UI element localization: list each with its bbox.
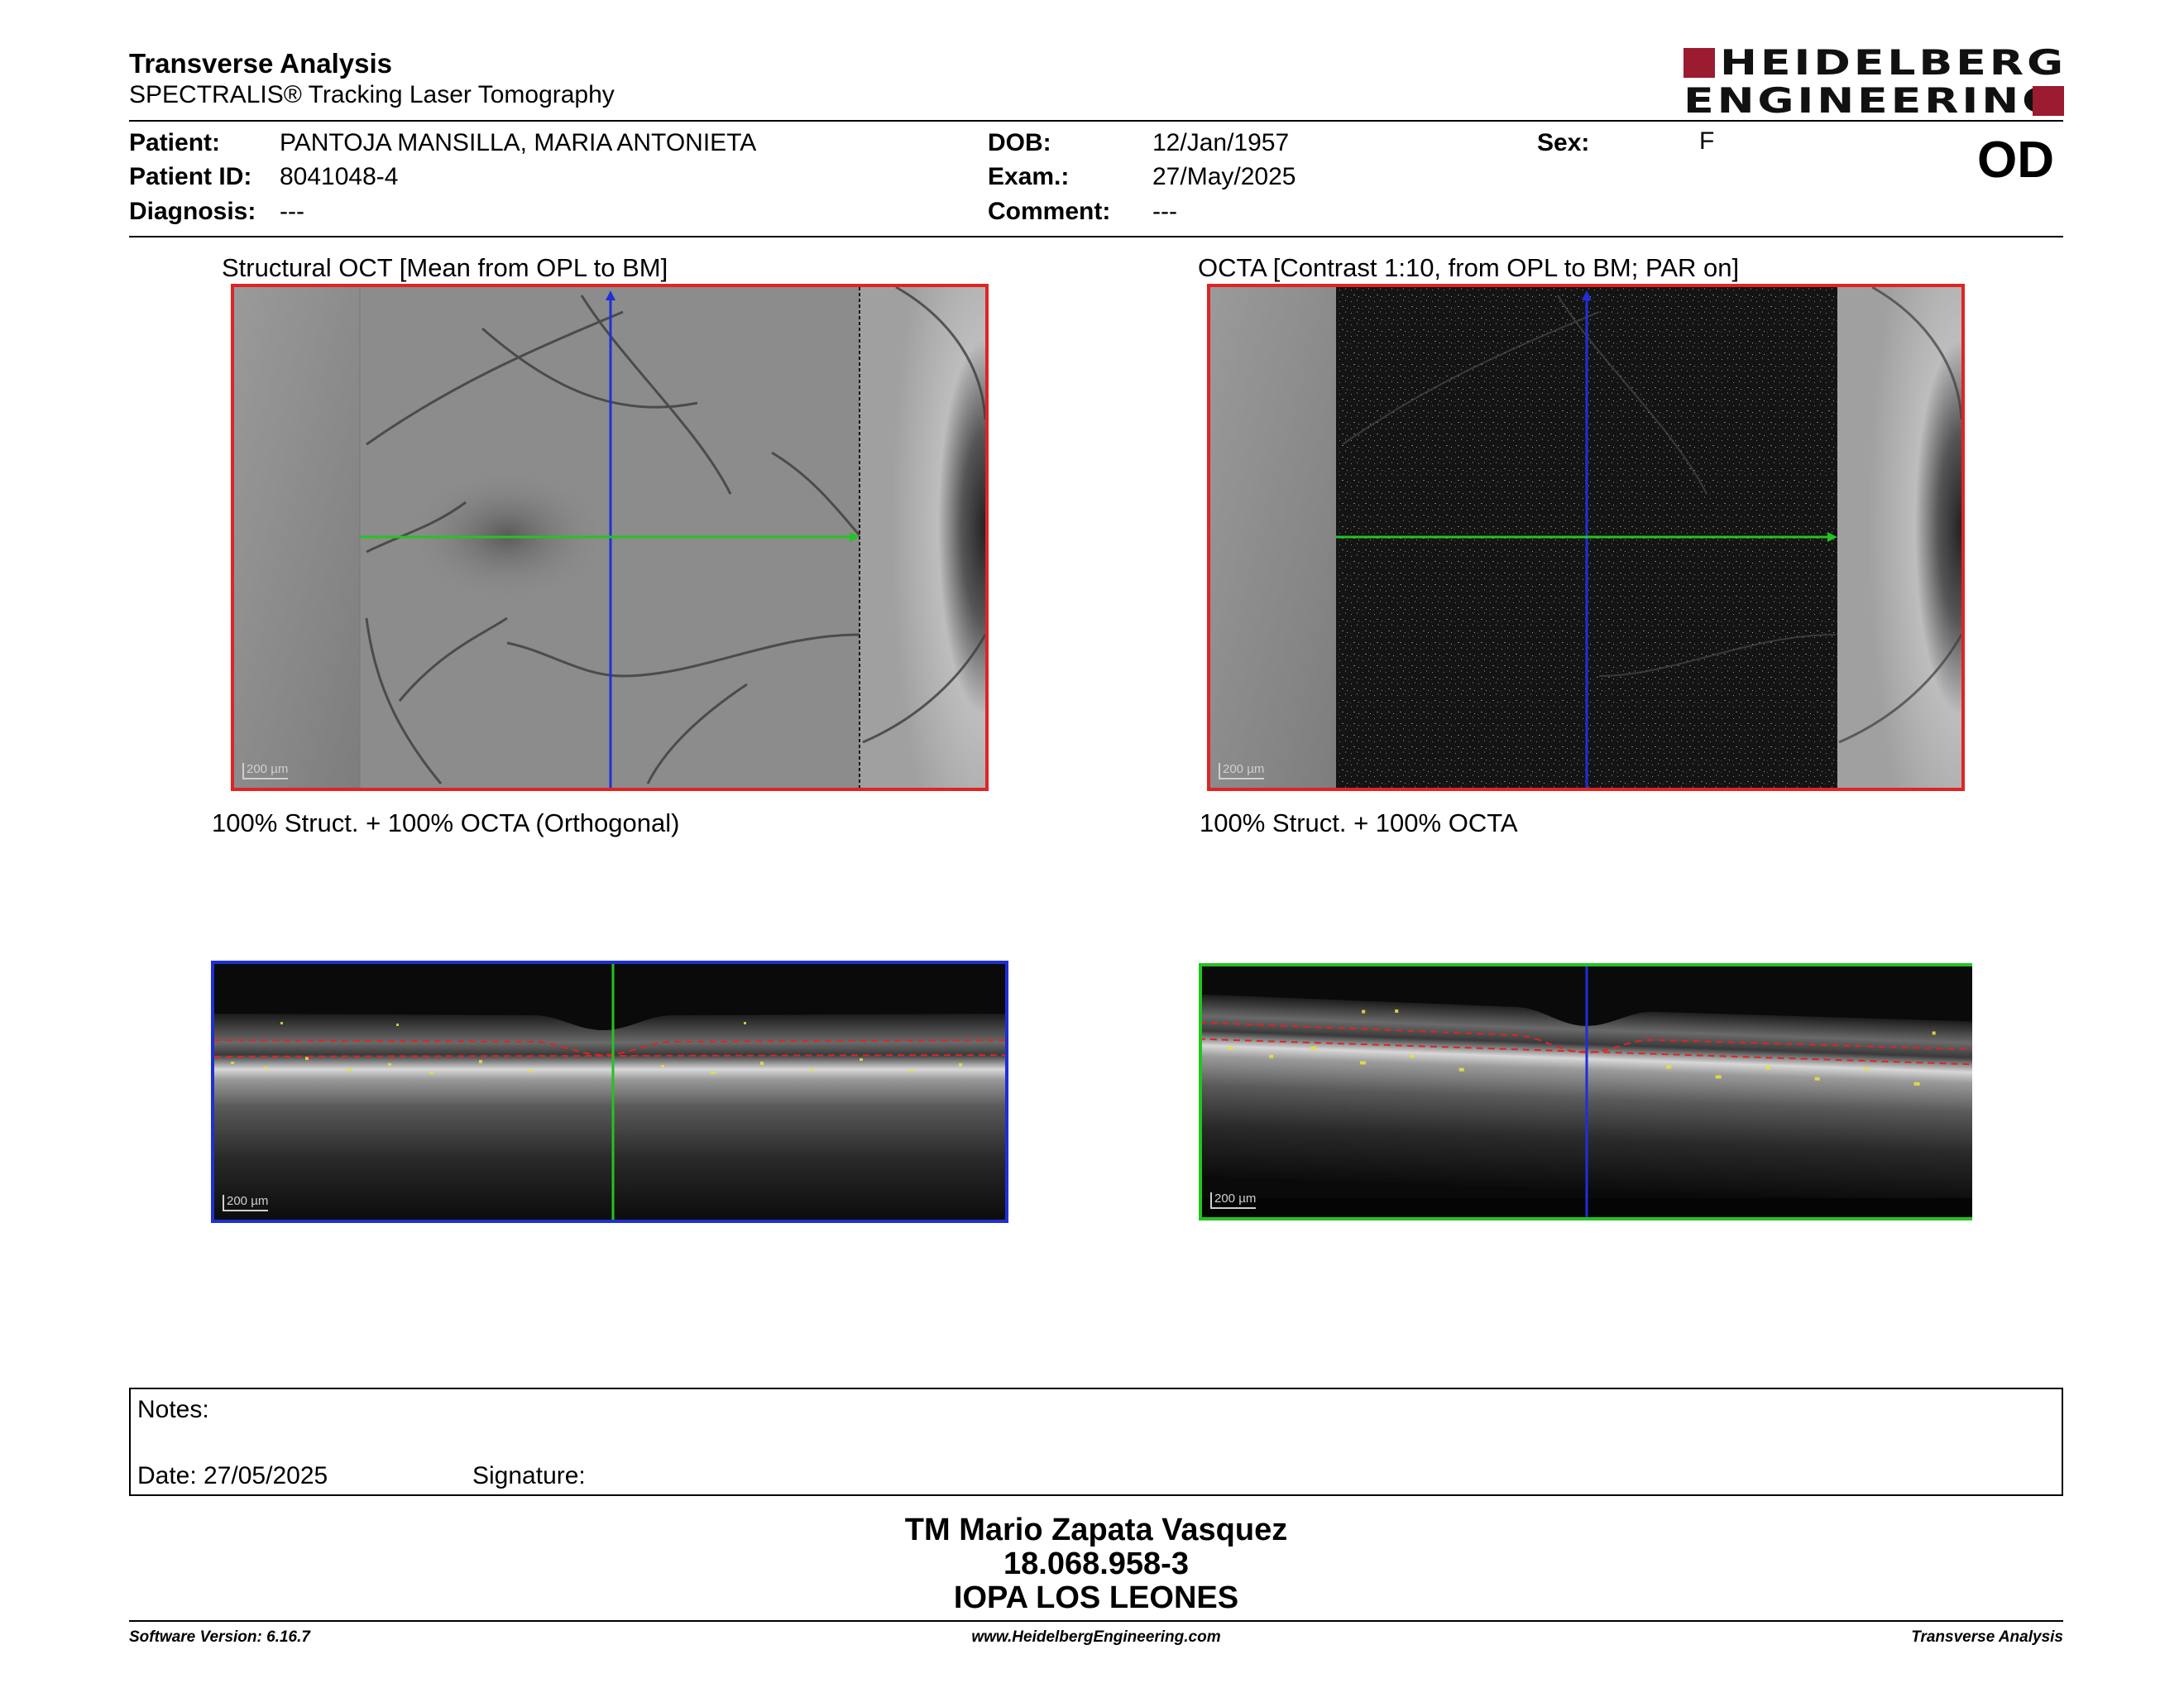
orthogonal-bscan-image[interactable]: 200 µm	[211, 961, 1008, 1223]
overlay-caption: 100% Struct. + 100% OCTA	[1200, 808, 1518, 837]
scale-bar: 200 µm	[242, 763, 289, 779]
diagnosis-label: Diagnosis:	[129, 198, 256, 225]
octa-image[interactable]: 200 µm	[1207, 284, 1965, 791]
signer-institution: IOPA LOS LEONES	[953, 1580, 1239, 1615]
structural-oct-image[interactable]: 200 µm	[231, 284, 989, 791]
report-type: Transverse Analysis	[1911, 1628, 2063, 1646]
octa-canvas	[1210, 287, 1961, 788]
logo-word-2: ENGINEERING	[1684, 80, 2062, 121]
software-version: Software Version: 6.16.7	[129, 1628, 310, 1646]
structural-oct-canvas	[234, 287, 985, 788]
scale-bar: 200 µm	[1219, 763, 1265, 779]
website-link[interactable]: www.HeidelbergEngineering.com	[971, 1628, 1221, 1646]
date-label: Date: 27/05/2025	[137, 1462, 328, 1489]
structural-oct-caption: Structural OCT [Mean from OPL to BM]	[222, 253, 668, 282]
patient-id-label: Patient ID:	[129, 163, 252, 190]
patient-label: Patient:	[129, 129, 221, 156]
patient-name: PANTOJA MANSILLA, MARIA ANTONIETA	[280, 129, 757, 156]
notes-label: Notes:	[137, 1396, 209, 1423]
patient-id: 8041048-4	[280, 163, 399, 190]
overlay-bscan-image[interactable]: 200 µm	[1199, 963, 1972, 1220]
octa-caption: OCTA [Contrast 1:10, from OPL to BM; PAR…	[1198, 253, 1740, 282]
scale-bar: 200 µm	[223, 1195, 269, 1211]
orthogonal-bscan-canvas	[214, 964, 1005, 1220]
dob-label: DOB:	[988, 129, 1051, 156]
device-subtitle: SPECTRALIS® Tracking Laser Tomography	[129, 81, 615, 108]
logo-square-bottom	[2033, 86, 2064, 116]
exam-label: Exam.:	[988, 163, 1070, 190]
exam-date: 27/May/2025	[1152, 163, 1296, 190]
comment-value: ---	[1152, 198, 1177, 225]
dob-value: 12/Jan/1957	[1152, 129, 1290, 156]
overlay-bscan-canvas	[1202, 966, 1972, 1217]
signer-rut: 18.068.958-3	[1003, 1547, 1189, 1581]
signer-name: TM Mario Zapata Vasquez	[904, 1513, 1288, 1547]
comment-label: Comment:	[988, 198, 1111, 225]
heidelberg-logo: HEIDELBERG ENGINEERING	[1684, 46, 2064, 118]
sex-label: Sex:	[1537, 129, 1590, 156]
sex-value: F	[1699, 127, 1715, 155]
scale-bar: 200 µm	[1210, 1192, 1257, 1209]
header-rule	[129, 120, 2063, 122]
orthogonal-caption: 100% Struct. + 100% OCTA (Orthogonal)	[212, 808, 680, 837]
logo-square-top	[1684, 48, 1715, 78]
eye-indicator: OD	[1977, 132, 2054, 189]
report-title: Transverse Analysis	[129, 48, 392, 79]
footer-rule	[129, 1620, 2063, 1622]
info-rule	[129, 236, 2063, 237]
logo-word-1: HEIDELBERG	[1720, 42, 2067, 83]
diagnosis-value: ---	[280, 198, 304, 225]
signature-label: Signature:	[472, 1462, 586, 1489]
notes-box[interactable]: Notes: Date: 27/05/2025 Signature:	[129, 1388, 2063, 1496]
